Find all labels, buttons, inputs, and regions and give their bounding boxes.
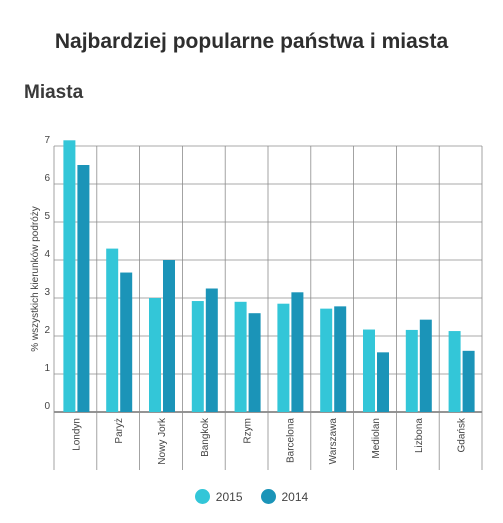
y-tick-label: 5 — [44, 211, 50, 222]
bar-2014-4 — [248, 313, 261, 412]
x-tick-label: Rzym — [243, 418, 254, 444]
bar-2015-1 — [106, 248, 119, 412]
page-title: Najbardziej popularne państwa i miasta — [54, 30, 449, 53]
bar-2014-7 — [377, 352, 389, 412]
bar-2014-8 — [419, 319, 432, 412]
legend-item-2015[interactable]: 2015 — [194, 489, 243, 504]
bar-2014-2 — [163, 260, 175, 412]
bar-2015-3 — [191, 301, 204, 412]
chart-legend: 2015 2014 — [0, 489, 503, 504]
x-tick-label: Gdańsk — [457, 417, 468, 452]
x-tick-label: Londyn — [71, 418, 82, 451]
x-tick-label: Barcelona — [285, 418, 296, 463]
legend-swatch-2015 — [194, 489, 210, 504]
legend-item-2014[interactable]: 2014 — [260, 489, 309, 504]
bar-2015-2 — [149, 298, 161, 412]
y-axis-label: % wszystkich kierunków podróży — [30, 206, 41, 352]
bar-2015-8 — [405, 329, 418, 412]
bar-2014-5 — [291, 292, 304, 412]
y-tick-label: 6 — [44, 173, 50, 184]
x-tick-label: Warszawa — [328, 418, 339, 465]
y-tick-label: 1 — [44, 363, 50, 374]
bar-2014-9 — [462, 350, 475, 412]
y-tick-label: 2 — [44, 325, 50, 336]
y-tick-label: 3 — [44, 287, 50, 298]
x-tick-label: Nowy Jork — [157, 417, 168, 465]
bar-2014-0 — [77, 165, 90, 412]
legend-swatch-2014 — [260, 489, 276, 504]
bar-2015-6 — [320, 308, 333, 412]
y-tick-label: 0 — [44, 401, 50, 412]
legend-label-2015: 2015 — [215, 489, 243, 504]
bar-2015-9 — [448, 331, 461, 412]
x-tick-label: Paryż — [114, 418, 125, 444]
bar-2015-0 — [63, 140, 76, 413]
bar-2015-7 — [363, 329, 375, 412]
x-tick-label: Lizbona — [414, 418, 425, 453]
x-tick-label: Bangkok — [200, 417, 211, 457]
bar-chart: 0 1 2 3 4 5 6 7 % wszystkich kierunków podróży Lo… — [30, 135, 483, 470]
bar-2014-3 — [205, 288, 218, 412]
y-tick-label: 4 — [44, 249, 50, 260]
bar-2015-5 — [277, 303, 290, 412]
section-title: Miasta — [24, 82, 84, 103]
y-tick-label: 7 — [44, 135, 50, 146]
bar-2014-1 — [120, 272, 133, 412]
bar-2015-4 — [234, 301, 247, 412]
legend-label-2014: 2014 — [281, 489, 309, 504]
bar-2014-6 — [334, 306, 347, 412]
x-tick-label: Mediolan — [371, 418, 382, 459]
